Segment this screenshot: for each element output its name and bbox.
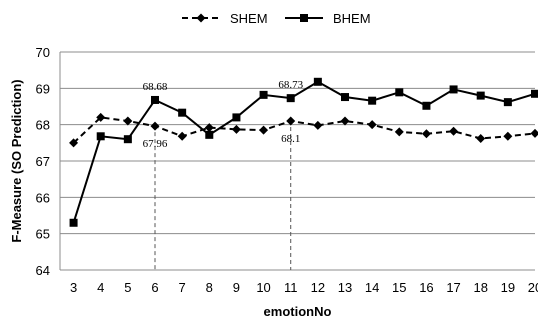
legend-item-bhem: BHEM xyxy=(285,11,371,26)
shem-point xyxy=(476,133,486,143)
shem-point xyxy=(96,112,106,122)
x-tick-label: 20 xyxy=(528,280,538,295)
x-tick-label: 12 xyxy=(311,280,325,295)
y-tick-label: 69 xyxy=(36,81,50,96)
y-axis-title: F-Measure (SO Prediction) xyxy=(9,79,24,242)
shem-point xyxy=(150,121,160,131)
bhem-point xyxy=(368,96,377,105)
shem-point xyxy=(177,131,187,141)
annotations: 68.68 67.96 68.73 68.1 xyxy=(143,79,304,150)
shem-point xyxy=(204,123,214,133)
series-bhem xyxy=(69,77,538,227)
x-tick-label: 9 xyxy=(233,280,240,295)
x-axis-title: emotionNo xyxy=(264,304,332,319)
shem-point xyxy=(123,116,133,126)
bhem-point xyxy=(123,135,132,144)
y-tick-label: 68 xyxy=(36,118,50,133)
x-tick-label: 19 xyxy=(501,280,515,295)
legend-marker-bhem xyxy=(300,14,308,22)
axes xyxy=(59,52,535,271)
shem-line xyxy=(72,116,536,144)
x-tick-label: 3 xyxy=(70,280,77,295)
y-tick-labels: 64 65 66 67 68 69 70 xyxy=(36,45,50,278)
y-tick-label: 65 xyxy=(36,227,50,242)
x-tick-label: 18 xyxy=(473,280,487,295)
shem-point xyxy=(530,128,538,138)
shem-point xyxy=(503,131,513,141)
legend-label-bhem: BHEM xyxy=(333,11,371,26)
x-tick-label: 10 xyxy=(256,280,270,295)
shem-point xyxy=(231,124,241,134)
shem-point xyxy=(394,127,404,137)
series-shem xyxy=(69,112,538,148)
y-tick-label: 67 xyxy=(36,154,50,169)
x-tick-label: 11 xyxy=(284,280,298,295)
bhem-point xyxy=(341,93,349,102)
x-tick-labels: 3 4 5 6 7 8 9 10 11 12 13 14 15 16 17 18 19 20 xyxy=(70,280,538,295)
y-tick-label: 70 xyxy=(36,45,50,60)
data-label-bhem-6: 68.68 xyxy=(143,81,168,93)
legend-label-shem: SHEM xyxy=(230,11,268,26)
x-tick-label: 14 xyxy=(365,280,379,295)
legend: SHEM BHEM xyxy=(182,11,371,26)
bhem-point xyxy=(503,98,512,107)
x-tick-label: 7 xyxy=(179,280,186,295)
shem-point xyxy=(421,129,431,139)
bhem-point xyxy=(151,95,159,104)
shem-point xyxy=(69,138,79,148)
bhem-point xyxy=(69,218,78,227)
x-tick-label: 17 xyxy=(446,280,460,295)
shem-point xyxy=(340,116,350,126)
bhem-line xyxy=(72,80,536,224)
bhem-point xyxy=(313,77,322,86)
bhem-point xyxy=(395,88,404,97)
series xyxy=(69,77,538,227)
shem-point xyxy=(313,120,323,130)
shem-point xyxy=(259,125,269,135)
x-tick-label: 13 xyxy=(338,280,352,295)
bhem-point xyxy=(259,90,268,99)
bhem-point xyxy=(449,85,458,94)
data-label-shem-11: 68.1 xyxy=(281,133,300,145)
x-tick-label: 8 xyxy=(206,280,213,295)
y-tick-label: 64 xyxy=(36,263,50,278)
shem-point xyxy=(286,116,296,126)
x-tick-label: 5 xyxy=(124,280,131,295)
shem-point xyxy=(367,120,377,130)
legend-item-shem: SHEM xyxy=(182,11,268,26)
x-tick-label: 6 xyxy=(151,280,158,295)
bhem-point xyxy=(422,101,431,110)
x-tick-label: 15 xyxy=(392,280,406,295)
bhem-point xyxy=(531,89,538,98)
bhem-point xyxy=(178,108,187,117)
data-label-shem-6: 67.96 xyxy=(143,138,168,150)
x-tick-label: 16 xyxy=(419,280,433,295)
y-tick-label: 66 xyxy=(36,190,50,205)
reference-lines xyxy=(154,127,292,270)
legend-marker-shem xyxy=(196,13,206,23)
bhem-point xyxy=(232,113,241,122)
grid-lines xyxy=(60,51,535,235)
bhem-point xyxy=(96,132,105,141)
shem-point xyxy=(449,126,459,136)
bhem-point xyxy=(286,94,295,103)
bhem-point xyxy=(476,91,485,100)
x-tick-label: 4 xyxy=(97,280,104,295)
bhem-point xyxy=(205,130,214,139)
data-label-bhem-11: 68.73 xyxy=(278,79,303,91)
